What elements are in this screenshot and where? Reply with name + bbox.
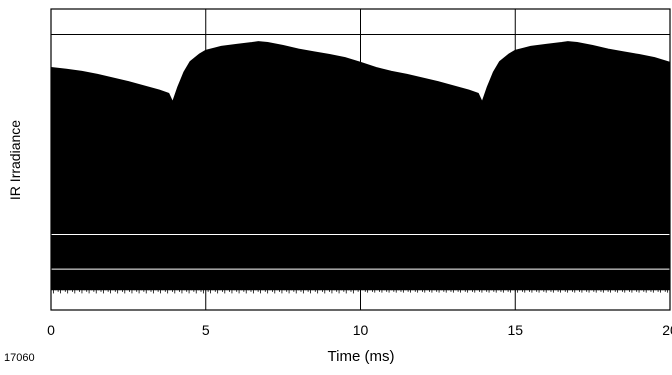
plot-frame bbox=[50, 8, 671, 311]
grid-layer bbox=[51, 9, 670, 310]
x-tick-label: 0 bbox=[47, 322, 55, 338]
x-tick-label: 20 bbox=[662, 322, 672, 338]
x-axis-label: Time (ms) bbox=[328, 348, 395, 365]
x-tick-label: 10 bbox=[353, 322, 369, 338]
x-tick-labels: 0 5 10 15 20 bbox=[47, 322, 672, 338]
figure-id: 17060 bbox=[4, 352, 35, 364]
x-tick-label: 5 bbox=[202, 322, 210, 338]
x-tick-label: 15 bbox=[507, 322, 523, 338]
y-axis-label: IR Irradiance bbox=[7, 120, 23, 200]
